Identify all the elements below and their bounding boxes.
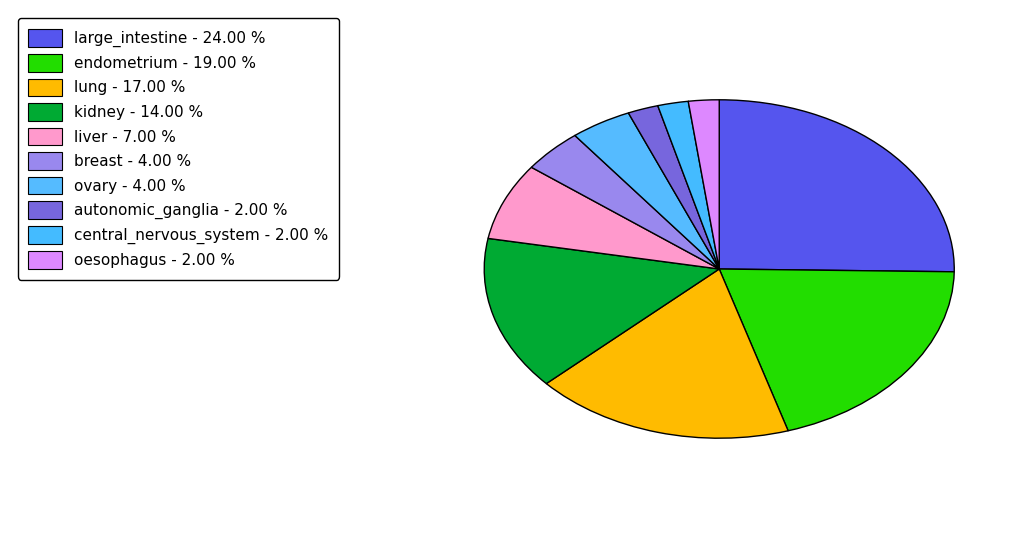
Wedge shape [575, 113, 719, 269]
Legend: large_intestine - 24.00 %, endometrium - 19.00 %, lung - 17.00 %, kidney - 14.00: large_intestine - 24.00 %, endometrium -… [18, 18, 339, 280]
Wedge shape [628, 105, 719, 269]
Wedge shape [688, 100, 719, 269]
Wedge shape [657, 101, 719, 269]
Wedge shape [546, 269, 788, 438]
Wedge shape [484, 238, 719, 384]
Wedge shape [488, 167, 719, 269]
Wedge shape [719, 269, 954, 431]
Wedge shape [719, 100, 954, 272]
Wedge shape [532, 136, 719, 269]
